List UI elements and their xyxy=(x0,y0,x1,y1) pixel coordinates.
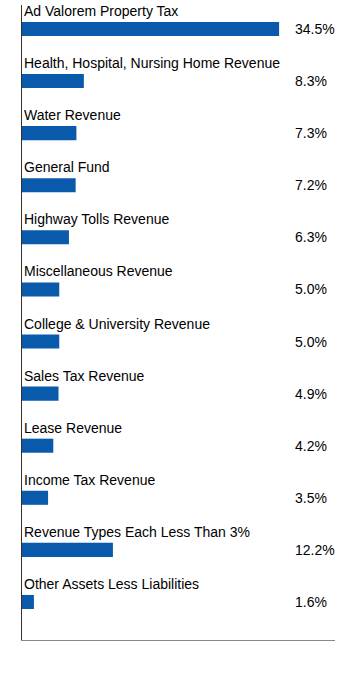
svg-text:College & University Revenue: College & University Revenue xyxy=(24,316,210,332)
svg-text:Miscellaneous Revenue: Miscellaneous Revenue xyxy=(24,263,173,279)
svg-text:7.3%: 7.3% xyxy=(295,125,327,141)
svg-text:General Fund: General Fund xyxy=(24,159,110,175)
svg-text:12.2%: 12.2% xyxy=(295,542,335,558)
svg-text:4.2%: 4.2% xyxy=(295,438,327,454)
svg-text:Ad Valorem Property Tax: Ad Valorem Property Tax xyxy=(24,3,178,19)
svg-text:7.2%: 7.2% xyxy=(295,177,327,193)
svg-text:5.0%: 5.0% xyxy=(295,281,327,297)
svg-text:Income Tax Revenue: Income Tax Revenue xyxy=(24,472,155,488)
svg-text:Revenue Types Each Less Than 3: Revenue Types Each Less Than 3% xyxy=(24,524,250,540)
svg-text:34.5%: 34.5% xyxy=(295,21,335,37)
svg-text:Other Assets Less Liabilities: Other Assets Less Liabilities xyxy=(24,576,199,592)
svg-text:Sales Tax Revenue: Sales Tax Revenue xyxy=(24,368,145,384)
svg-text:5.0%: 5.0% xyxy=(295,334,327,350)
svg-text:6.3%: 6.3% xyxy=(295,229,327,245)
svg-text:8.3%: 8.3% xyxy=(295,73,327,89)
svg-text:Water Revenue: Water Revenue xyxy=(24,107,121,123)
svg-text:1.6%: 1.6% xyxy=(295,594,327,610)
svg-text:4.9%: 4.9% xyxy=(295,386,327,402)
svg-text:Highway Tolls Revenue: Highway Tolls Revenue xyxy=(24,211,169,227)
svg-text:Lease Revenue: Lease Revenue xyxy=(24,420,122,436)
svg-text:Health, Hospital, Nursing Home: Health, Hospital, Nursing Home Revenue xyxy=(24,55,280,71)
svg-text:3.5%: 3.5% xyxy=(295,490,327,506)
